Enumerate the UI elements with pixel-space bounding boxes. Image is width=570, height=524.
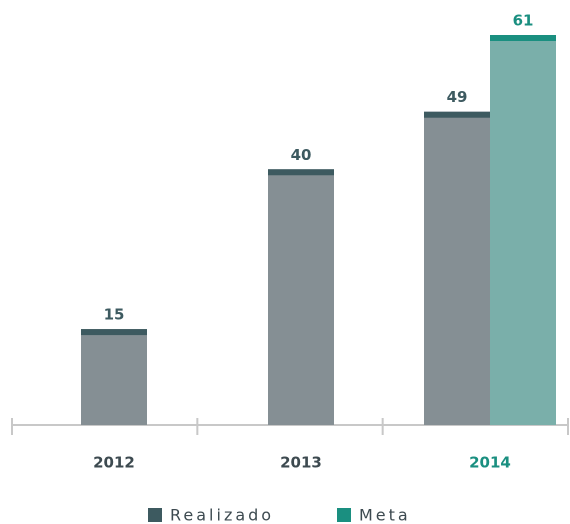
legend-label: Realizado (170, 506, 274, 524)
legend-label: Meta (359, 506, 411, 524)
bar (490, 35, 556, 425)
data-label: 15 (104, 306, 125, 324)
legend-swatch (337, 508, 351, 522)
bar-cap (81, 329, 147, 336)
bar (268, 169, 334, 425)
data-label: 40 (291, 146, 312, 164)
bar-cap (268, 169, 334, 176)
bar (81, 329, 147, 425)
x-tick-label: 2014 (469, 454, 511, 472)
data-label: 49 (447, 88, 468, 106)
bar-cap (424, 111, 490, 118)
data-label: 61 (513, 12, 534, 30)
legend-swatch (148, 508, 162, 522)
bar (424, 111, 490, 425)
x-tick-label: 2012 (93, 454, 135, 472)
bar-cap (490, 35, 556, 41)
x-tick-label: 2013 (280, 454, 322, 472)
